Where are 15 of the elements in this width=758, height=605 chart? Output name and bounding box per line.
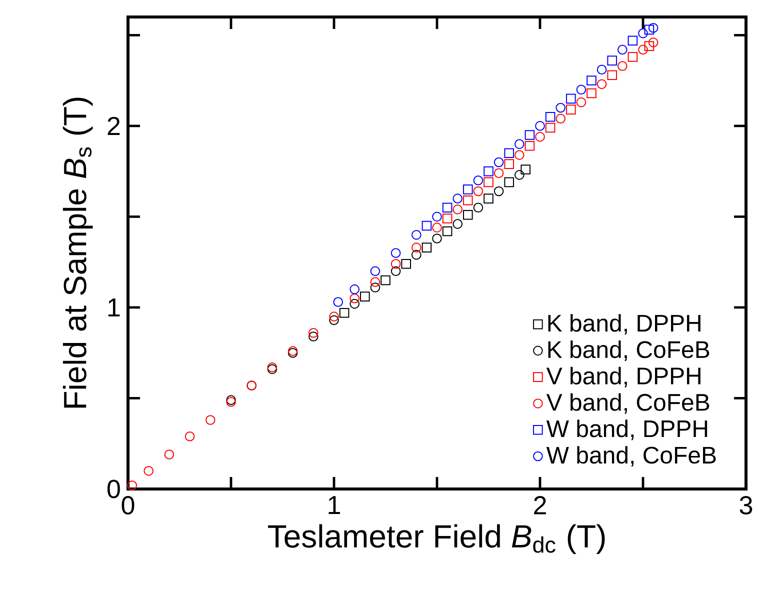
legend-label: V band, CoFeB xyxy=(546,393,710,414)
x-axis-title: Teslameter Field B$_{dc}$ (T) xyxy=(268,524,605,554)
y-tick-label: 0 xyxy=(107,480,120,498)
legend-label: K band, DPPH xyxy=(548,314,700,335)
x-tick-label: 0 xyxy=(122,496,134,514)
legend-label: W band, DPPH xyxy=(546,420,708,440)
y-tick-label: 1 xyxy=(108,298,120,316)
x-tick-label: 2 xyxy=(534,496,546,514)
y-tick-label: 2 xyxy=(108,116,120,135)
legend-label: V band, DPPH xyxy=(546,366,700,388)
x-tick-label: 3 xyxy=(740,496,752,514)
legend-label: K band, CoFeB xyxy=(548,340,710,361)
y-axis-title: Field at Sample B$_{s}$ (T) xyxy=(62,98,93,408)
legend-label: W band, CoFeB xyxy=(546,446,716,467)
x-tick-label: 1 xyxy=(328,496,340,514)
